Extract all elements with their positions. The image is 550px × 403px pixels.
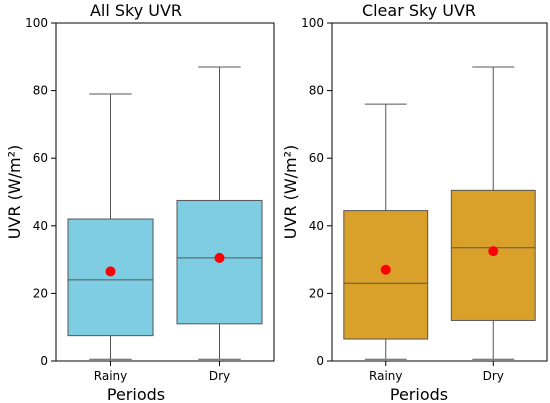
plot-frame [55, 22, 275, 362]
mean-marker [488, 246, 499, 257]
plot-frame [331, 22, 548, 362]
panel-title: Clear Sky UVR [362, 1, 476, 20]
interquartile-box [67, 218, 154, 337]
panel-title: All Sky UVR [90, 1, 182, 20]
box-dry [450, 66, 536, 360]
mean-marker [214, 252, 225, 263]
x-tick-label: Dry [483, 369, 504, 383]
box-rainy [67, 93, 154, 360]
x-tick-label: Rainy [94, 369, 127, 383]
y-tick-label: 60 [33, 151, 48, 165]
y-tick-label: 0 [316, 354, 324, 368]
y-tick-label: 40 [33, 219, 48, 233]
y-tick-label: 100 [301, 16, 324, 30]
clear-sky-uvr-panel: Clear Sky UVR Periods UVR (W/m²) 0 20 40 60… [281, 1, 548, 403]
mean-marker [105, 266, 116, 277]
x-axis-label: Periods [390, 385, 448, 403]
x-axis-label: Periods [107, 385, 165, 403]
y-tick-label: 0 [40, 354, 48, 368]
mean-marker [380, 264, 391, 275]
all-sky-uvr-panel: All Sky UVR Periods UVR (W/m²) 0 20 40 60 80… [5, 1, 275, 403]
y-tick-label: 40 [309, 219, 324, 233]
y-tick-label: 80 [33, 84, 48, 98]
y-tick-label: 20 [309, 286, 324, 300]
y-tick-label: 80 [309, 84, 324, 98]
y-tick-label: 20 [33, 286, 48, 300]
y-tick-label: 100 [25, 16, 48, 30]
y-tick-label: 60 [309, 151, 324, 165]
box-rainy [343, 103, 429, 360]
x-tick-label: Rainy [369, 369, 402, 383]
y-axis-label: UVR (W/m²) [281, 145, 300, 240]
box-dry [176, 66, 263, 360]
x-tick-label: Dry [209, 369, 230, 383]
y-axis-label: UVR (W/m²) [5, 145, 24, 240]
interquartile-box [343, 210, 429, 340]
